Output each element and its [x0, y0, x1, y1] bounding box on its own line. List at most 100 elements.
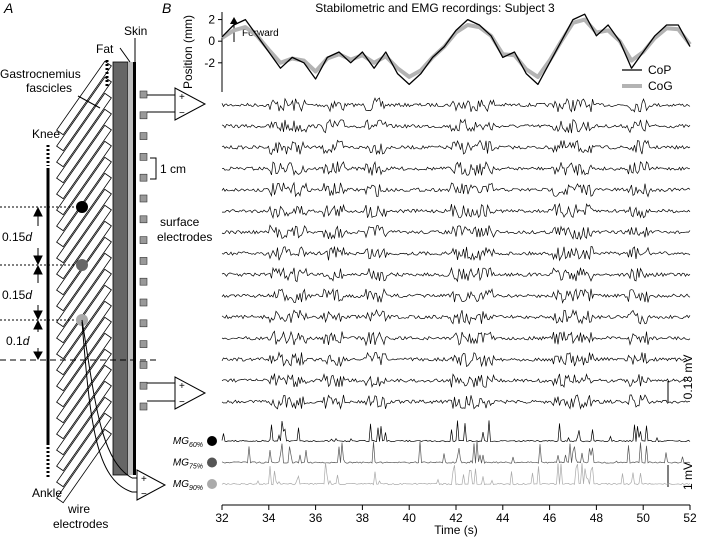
emg-trace	[221, 351, 691, 368]
amp-minus: −	[179, 108, 185, 119]
muscle-layer	[112, 61, 129, 476]
fascicle	[56, 108, 112, 184]
fascicle-pointer	[77, 95, 101, 109]
emg-trace	[221, 440, 691, 464]
mg-dot	[207, 436, 217, 446]
fascicle	[56, 364, 112, 440]
x-tick-label: 52	[683, 511, 697, 525]
wire-site	[76, 201, 88, 213]
emg-trace	[221, 246, 691, 262]
electrode	[139, 173, 148, 182]
fascicle	[56, 60, 112, 136]
surface-label: surface	[160, 215, 200, 229]
electrode	[139, 402, 148, 411]
fascicle	[56, 156, 112, 232]
electrode	[139, 298, 148, 307]
mg-label-base: MG	[173, 479, 189, 490]
x-tick-label: 44	[496, 511, 510, 525]
series-line	[220, 17, 692, 79]
x-tick-label: 48	[590, 511, 604, 525]
mg-scale-label: 1 mV	[681, 462, 695, 490]
electrodes	[139, 90, 148, 411]
emg-trace	[221, 308, 691, 326]
fascicles-label: Gastrocnemius	[0, 67, 81, 81]
spacing-label: 0.15d	[2, 230, 32, 244]
fascicle	[56, 332, 112, 408]
surface-label: electrodes	[157, 230, 212, 244]
electrode	[139, 381, 148, 390]
series-line	[221, 13, 691, 86]
y-tick-label: -2	[204, 56, 215, 70]
x-tick-label: 32	[215, 511, 229, 525]
fascicle	[56, 204, 112, 280]
panel-label: A	[3, 0, 13, 16]
amp-minus: −	[141, 489, 147, 500]
annotation: Forward	[242, 28, 279, 39]
mg-label-base: MG	[173, 458, 189, 469]
electrode	[139, 361, 148, 369]
electrode	[139, 90, 148, 99]
x-tick-label: 50	[637, 511, 651, 525]
skin-layer	[133, 62, 136, 475]
x-tick-label: 40	[403, 511, 417, 525]
emg-trace	[221, 160, 691, 176]
fat-layer	[128, 62, 133, 475]
panel-label: B	[162, 0, 171, 16]
x-tick-label: 38	[356, 511, 370, 525]
emg-trace	[221, 288, 691, 304]
fascicle	[56, 380, 112, 456]
mg-label-sub: 75%	[189, 464, 203, 471]
spacing-label: 0.15d	[2, 288, 32, 302]
fascicle	[56, 348, 112, 424]
chart-title: Stabilometric and EMG recordings: Subjec…	[315, 1, 555, 15]
emg-trace	[221, 330, 691, 347]
forward-arrowhead	[230, 17, 238, 24]
scale-cm: 1 cm	[160, 162, 186, 176]
electrode	[139, 111, 148, 120]
spacing-num: 0.1	[6, 334, 23, 348]
mg-dot	[207, 479, 217, 489]
x-tick-label: 36	[309, 511, 323, 525]
emg-trace	[221, 139, 691, 156]
y-tick-label: 2	[208, 13, 215, 27]
fascicle	[56, 188, 112, 264]
mg-label-sub: 90%	[189, 485, 203, 492]
wire-label: wire	[67, 502, 90, 516]
skin-label: Skin	[124, 24, 147, 38]
fascicle	[56, 412, 112, 488]
y-tick-label: 0	[208, 34, 215, 48]
fascicle	[56, 92, 112, 168]
y-axis-label: Position (mm)	[181, 15, 195, 89]
electrode	[139, 153, 148, 161]
electrode	[139, 319, 148, 328]
electrode	[139, 194, 148, 203]
mg-dot	[207, 457, 217, 468]
fascicle	[56, 252, 112, 328]
x-tick-label: 46	[543, 511, 557, 525]
x-tick-label: 34	[262, 511, 276, 525]
x-axis-label: Time (s)	[434, 523, 478, 537]
emg-trace	[221, 118, 691, 134]
fat-pointer	[119, 47, 131, 63]
fascicle	[56, 236, 112, 312]
spacing-num: 0.15	[2, 288, 26, 302]
wire-site	[76, 259, 88, 271]
emg-trace	[221, 373, 691, 388]
fascicle	[56, 268, 112, 344]
electrode	[139, 277, 148, 286]
cm-bracket	[150, 157, 157, 180]
fascicle	[56, 396, 112, 472]
x-tick-label: 42	[449, 511, 463, 525]
fascicle	[56, 76, 112, 152]
fascicle	[56, 300, 112, 376]
amplifiers	[132, 87, 207, 501]
mg-label-base: MG	[173, 436, 189, 447]
spacing-var: d	[25, 288, 32, 302]
emg-trace	[222, 202, 691, 219]
fascicle	[56, 124, 112, 200]
electrode	[139, 215, 148, 224]
amp-minus: −	[179, 397, 185, 408]
electrode	[139, 236, 148, 244]
wire-label: electrodes	[53, 517, 108, 531]
